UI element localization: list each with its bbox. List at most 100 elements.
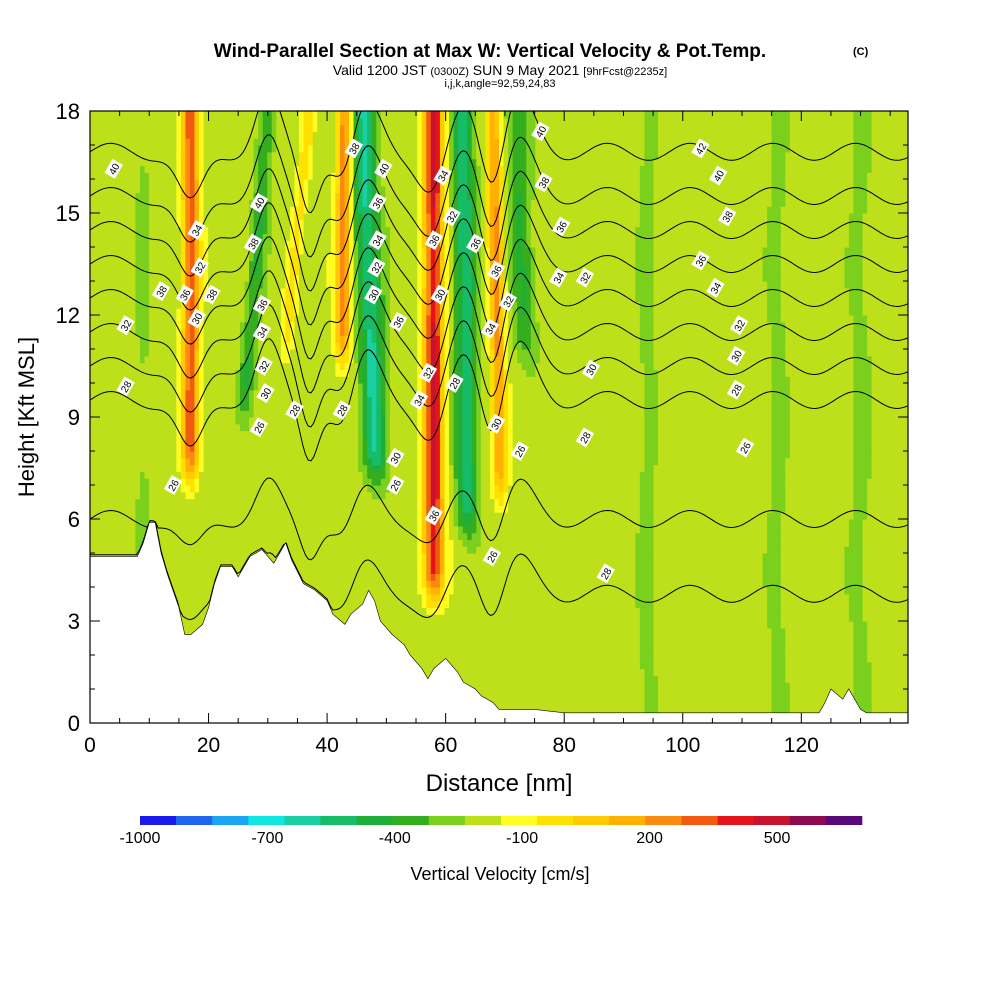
velocity-cell [203, 226, 209, 234]
velocity-cell [262, 117, 268, 126]
velocity-cell [203, 117, 209, 126]
velocity-cell [126, 253, 132, 262]
velocity-cell [126, 430, 132, 438]
velocity-cell [258, 396, 264, 404]
velocity-cell [112, 233, 118, 241]
velocity-cell [258, 512, 264, 520]
velocity-cell [330, 131, 336, 139]
velocity-cell [103, 117, 109, 126]
velocity-cell [208, 315, 214, 323]
velocity-cell [312, 464, 318, 472]
velocity-cell [180, 301, 187, 309]
velocity-cell [217, 308, 223, 316]
velocity-cell [312, 383, 318, 391]
velocity-cell [212, 185, 218, 194]
velocity-cell [189, 546, 196, 554]
velocity-cell [335, 226, 341, 234]
velocity-cell [217, 396, 223, 404]
velocity-cell [308, 451, 314, 459]
velocity-cell [153, 294, 159, 302]
velocity-cell [335, 566, 341, 574]
velocity-cell [226, 301, 232, 309]
velocity-cell [121, 417, 127, 425]
velocity-cell [326, 349, 332, 357]
velocity-cell [244, 117, 250, 126]
velocity-cell [262, 253, 268, 262]
velocity-cell [167, 321, 173, 330]
velocity-cell [303, 512, 309, 520]
velocity-cell [326, 240, 332, 248]
velocity-cell [108, 138, 114, 146]
velocity-cell [321, 519, 327, 527]
velocity-cell [167, 131, 173, 139]
velocity-cell [271, 301, 277, 309]
velocity-cell [167, 172, 173, 180]
velocity-cell [99, 437, 105, 445]
velocity-cell [308, 559, 314, 568]
velocity-cell [289, 308, 296, 316]
velocity-cell [267, 281, 273, 289]
velocity-cell [112, 444, 118, 452]
velocity-cell [280, 294, 287, 302]
velocity-cell [208, 226, 214, 234]
velocity-cell [103, 138, 109, 146]
velocity-cell [121, 471, 127, 479]
velocity-cell [294, 301, 300, 309]
velocity-cell [117, 525, 123, 534]
velocity-cell [330, 519, 336, 527]
velocity-cell [208, 219, 214, 228]
velocity-cell [121, 355, 127, 364]
velocity-cell [308, 206, 314, 214]
velocity-cell [239, 321, 246, 330]
velocity-cell [117, 308, 123, 316]
velocity-cell [180, 355, 187, 364]
velocity-cell [185, 138, 191, 146]
velocity-cell [117, 491, 123, 500]
velocity-cell [121, 260, 127, 268]
velocity-cell [176, 328, 182, 336]
velocity-cell [299, 464, 305, 472]
velocity-cell [308, 505, 314, 513]
velocity-cell [180, 226, 187, 234]
velocity-cell [271, 233, 277, 241]
velocity-cell [171, 138, 177, 146]
velocity-cell [253, 512, 259, 520]
velocity-cell [330, 274, 336, 282]
velocity-cell [149, 417, 155, 425]
velocity-cell [176, 355, 182, 364]
velocity-cell [285, 165, 291, 173]
velocity-cell [135, 172, 141, 180]
velocity-cell [235, 566, 241, 574]
velocity-cell [180, 444, 187, 452]
velocity-cell [108, 117, 114, 126]
velocity-cell [135, 410, 141, 418]
velocity-cell [230, 525, 237, 534]
velocity-cell [253, 532, 259, 540]
velocity-cell [217, 158, 223, 166]
velocity-cell [135, 138, 141, 146]
velocity-cell [108, 362, 114, 370]
velocity-cell [112, 383, 118, 391]
velocity-cell [321, 417, 327, 425]
velocity-cell [285, 117, 291, 126]
velocity-cell [239, 539, 246, 547]
velocity-cell [212, 253, 218, 262]
velocity-cell [203, 233, 209, 241]
velocity-cell [294, 546, 300, 554]
velocity-cell [103, 485, 109, 493]
velocity-cell [226, 532, 232, 540]
velocity-cell [212, 335, 218, 343]
velocity-cell [271, 539, 277, 547]
velocity-cell [267, 213, 273, 221]
velocity-cell [221, 451, 227, 459]
velocity-cell [335, 321, 341, 330]
velocity-cell [99, 349, 105, 357]
velocity-cell [271, 403, 277, 411]
velocity-cell [221, 410, 227, 418]
velocity-cell [121, 138, 127, 146]
velocity-cell [308, 281, 314, 289]
velocity-cell [330, 192, 336, 200]
velocity-cell [276, 437, 282, 445]
velocity-cell [153, 117, 159, 126]
velocity-cell [271, 219, 277, 228]
